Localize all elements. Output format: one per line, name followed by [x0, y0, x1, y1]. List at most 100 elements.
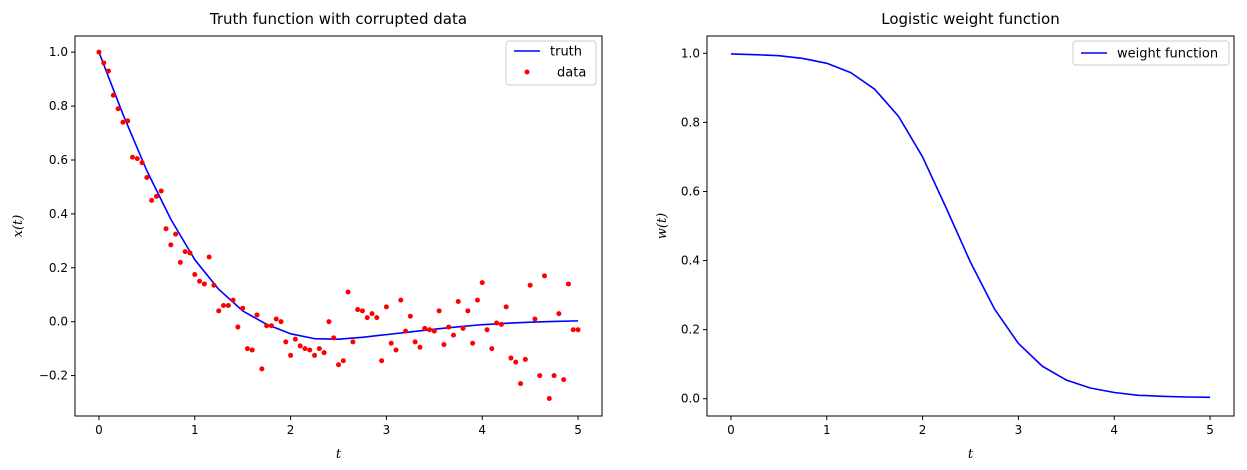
left-data-point	[498, 321, 504, 327]
left-data-point	[206, 254, 212, 260]
right-x-tick-label: 2	[919, 423, 927, 437]
left-data-point	[518, 381, 524, 387]
left-data-point	[115, 106, 121, 112]
left-y-axis-label: x(t)	[11, 215, 26, 238]
left-data-point	[561, 377, 567, 383]
left-x-tick-label: 0	[95, 423, 103, 437]
right-y-tick-label: 0.8	[681, 115, 700, 129]
left-data-point	[134, 156, 140, 162]
right-chart: Logistic weight function t w(t) 0 1 2 3 4 5 0.…	[655, 10, 1235, 462]
left-data-point	[158, 188, 164, 194]
right-marks	[730, 53, 1211, 399]
left-data-point	[125, 118, 131, 124]
left-data-point	[249, 347, 255, 353]
left-data-point	[546, 395, 552, 401]
right-x-tick-label: 4	[1110, 423, 1118, 437]
left-data-point	[350, 339, 356, 345]
left-data-point	[489, 346, 495, 352]
right-x-axis-label: t	[968, 447, 974, 462]
left-data-point	[297, 343, 303, 349]
left-data-point	[383, 304, 389, 310]
left-data-point	[259, 366, 265, 372]
left-data-point	[450, 332, 456, 338]
right-x-tick-label: 1	[823, 423, 831, 437]
left-data-point	[96, 49, 102, 55]
left-data-point	[494, 320, 500, 326]
left-data-point	[393, 347, 399, 353]
left-data-point	[556, 311, 562, 317]
left-data-point	[106, 68, 112, 74]
left-x-tick-label: 1	[191, 423, 199, 437]
left-data-point	[403, 328, 409, 334]
left-data-point	[355, 307, 361, 313]
right-x-tick-label: 5	[1206, 423, 1214, 437]
left-legend: truth data	[505, 40, 597, 86]
left-data-point	[465, 308, 471, 314]
left-data-point	[221, 303, 227, 308]
left-data-point	[474, 297, 480, 303]
right-x-tick-label: 0	[727, 423, 735, 437]
left-data-point	[182, 249, 188, 255]
left-data-point	[388, 340, 394, 346]
left-data-point	[273, 316, 279, 322]
left-data-point	[479, 280, 485, 286]
left-chart-title: Truth function with corrupted data	[209, 10, 467, 28]
left-data-point	[288, 352, 294, 358]
left-data-point	[240, 305, 246, 311]
left-data-point	[173, 231, 179, 237]
left-data-point	[532, 316, 538, 322]
left-data-point	[144, 174, 150, 180]
left-data-point	[570, 327, 576, 333]
left-data-point	[513, 359, 519, 365]
left-data-point	[379, 358, 385, 364]
legend-truth-label: truth	[550, 45, 582, 60]
left-series-line-truth	[98, 51, 579, 340]
left-data-point	[503, 304, 509, 310]
left-data-point	[129, 154, 135, 160]
left-y-tick-label: 0.0	[49, 315, 68, 329]
left-data-point	[153, 193, 159, 199]
left-data-point	[244, 346, 250, 352]
right-x-tick-label: 3	[1015, 423, 1023, 437]
left-data-point	[398, 297, 404, 303]
left-x-tick-label: 3	[383, 423, 391, 437]
left-chart: Truth function with corrupted data t x(t…	[11, 10, 603, 462]
right-y-tick-label: 0.2	[681, 323, 700, 337]
left-data-point	[331, 335, 337, 341]
right-y-tick-label: 0.4	[681, 254, 700, 268]
left-y-tick-label: 1.0	[49, 45, 68, 59]
left-data-point	[455, 298, 461, 304]
left-data-point	[542, 273, 548, 279]
left-data-point	[537, 373, 543, 379]
left-data-point	[551, 373, 557, 379]
left-data-point	[283, 339, 289, 345]
left-data-point	[230, 297, 236, 303]
left-data-point	[139, 160, 145, 166]
left-data-point	[120, 119, 126, 125]
left-y-tick-label: 0.4	[49, 207, 68, 221]
right-series-line-weight-function	[730, 53, 1211, 399]
left-data-point	[254, 312, 260, 318]
left-plot-frame	[74, 35, 603, 417]
right-plot-frame	[706, 35, 1235, 417]
left-data-point	[527, 282, 533, 288]
left-data-point	[364, 315, 370, 321]
left-x-tick-label: 2	[287, 423, 295, 437]
left-data-point	[292, 336, 298, 342]
legend-weight-label: weight function	[1117, 47, 1218, 62]
left-data-point	[336, 362, 341, 368]
left-y-tick-label: 0.6	[49, 153, 68, 167]
left-data-point	[163, 226, 169, 232]
left-data-point	[575, 327, 581, 333]
legend-data-marker	[524, 69, 530, 75]
left-data-point	[321, 350, 327, 356]
left-data-point	[235, 324, 241, 330]
left-data-point	[192, 272, 198, 278]
left-data-point	[307, 347, 313, 353]
left-y-tick-label: 0.8	[49, 99, 68, 113]
right-legend-box	[1072, 40, 1230, 66]
left-data-point	[326, 319, 332, 325]
left-y-tick-label: −0.2	[39, 369, 68, 383]
left-data-point	[312, 352, 318, 358]
